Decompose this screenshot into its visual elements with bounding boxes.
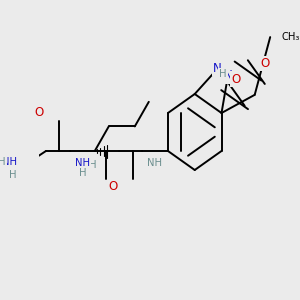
Text: N: N bbox=[224, 69, 232, 82]
Text: O: O bbox=[35, 106, 44, 119]
Text: H: H bbox=[219, 69, 227, 79]
Text: H: H bbox=[79, 168, 86, 178]
Text: O: O bbox=[108, 181, 117, 194]
Text: NH: NH bbox=[148, 158, 163, 168]
Text: N: N bbox=[213, 62, 222, 75]
Text: H: H bbox=[89, 160, 97, 170]
Text: H: H bbox=[9, 170, 17, 180]
Text: NH: NH bbox=[75, 158, 90, 168]
Text: H: H bbox=[0, 157, 6, 167]
Text: CH₃: CH₃ bbox=[282, 32, 300, 42]
Text: O: O bbox=[261, 57, 270, 70]
Text: NH: NH bbox=[2, 157, 17, 167]
Text: O: O bbox=[232, 73, 241, 85]
